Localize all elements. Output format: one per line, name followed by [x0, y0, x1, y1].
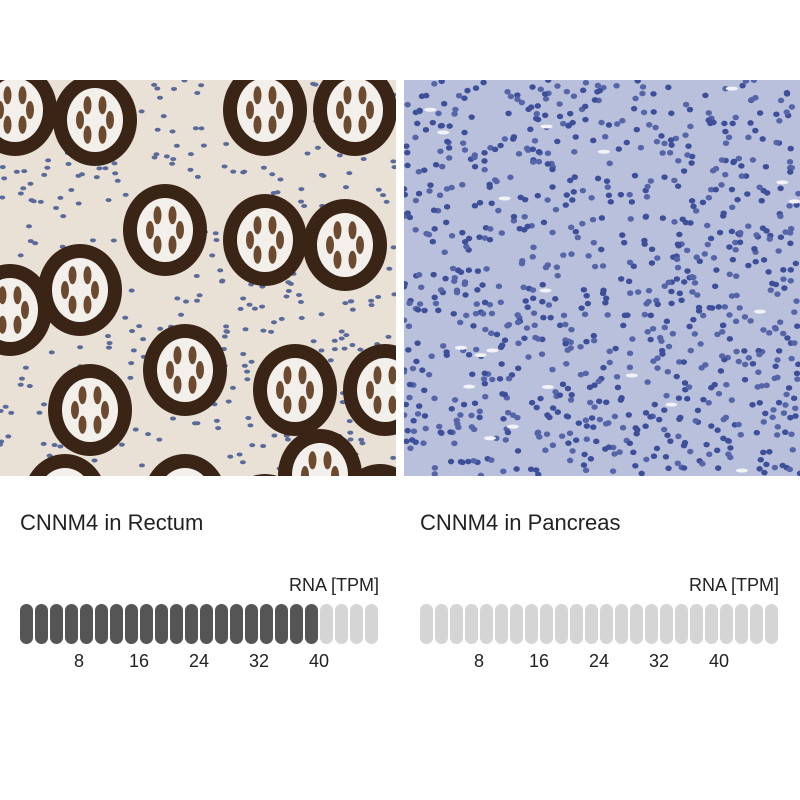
- rna-pill: [660, 604, 673, 644]
- rna-pill: [600, 604, 613, 644]
- rna-pill: [65, 604, 78, 644]
- rna-pill: [750, 604, 763, 644]
- rna-pill: [510, 604, 523, 644]
- rna-pill: [50, 604, 63, 644]
- rna-pill: [320, 604, 333, 644]
- rna-pill: [245, 604, 258, 644]
- rna-pill: [350, 604, 363, 644]
- rna-pill: [690, 604, 703, 644]
- rna-bar-pancreas: [420, 604, 778, 644]
- rna-pill: [200, 604, 213, 644]
- rna-pill: [630, 604, 643, 644]
- rna-pill: [260, 604, 273, 644]
- rna-pill: [35, 604, 48, 644]
- tick-label: 40: [708, 651, 730, 671]
- rna-pill: [20, 604, 33, 644]
- rna-pill: [305, 604, 318, 644]
- tick-label: 8: [473, 651, 485, 671]
- rna-pill: [585, 604, 598, 644]
- rna-pill: [80, 604, 93, 644]
- rna-pill: [95, 604, 108, 644]
- rna-pill: [435, 604, 448, 644]
- rna-pill: [675, 604, 688, 644]
- rna-pill: [615, 604, 628, 644]
- tick-label: 8: [73, 651, 85, 671]
- panel-title-rectum: CNNM4 in Rectum: [20, 510, 204, 535]
- rna-pill: [420, 604, 433, 644]
- rna-pill: [705, 604, 718, 644]
- rna-pill: [735, 604, 748, 644]
- rna-pill: [275, 604, 288, 644]
- rna-pill: [555, 604, 568, 644]
- rna-pill: [720, 604, 733, 644]
- rna-pill: [765, 604, 778, 644]
- rna-pill: [480, 604, 493, 644]
- tick-label: 40: [308, 651, 330, 671]
- tick-label: 24: [588, 651, 610, 671]
- tick-label: 24: [188, 651, 210, 671]
- rna-pill: [645, 604, 658, 644]
- rna-pill: [525, 604, 538, 644]
- rna-pill: [230, 604, 243, 644]
- rna-pill: [570, 604, 583, 644]
- rna-pill: [155, 604, 168, 644]
- tick-label: 32: [648, 651, 670, 671]
- tick-label: 16: [128, 651, 150, 671]
- rna-pill: [140, 604, 153, 644]
- rna-pill: [185, 604, 198, 644]
- rna-bar-rectum: [20, 604, 378, 644]
- rna-pill: [495, 604, 508, 644]
- rna-pill: [465, 604, 478, 644]
- rna-pill: [450, 604, 463, 644]
- rna-pill: [215, 604, 228, 644]
- pancreas-tissue-image: [404, 80, 800, 476]
- rna-pill: [540, 604, 553, 644]
- rectum-tissue-image: [0, 80, 396, 476]
- tick-label: 16: [528, 651, 550, 671]
- rna-pill: [170, 604, 183, 644]
- panel-title-pancreas: CNNM4 in Pancreas: [420, 510, 621, 535]
- unit-label-pancreas: RNA [TPM]: [688, 575, 779, 595]
- rna-pill: [290, 604, 303, 644]
- rna-pill: [110, 604, 123, 644]
- rna-pill: [125, 604, 138, 644]
- tick-label: 32: [248, 651, 270, 671]
- rna-pill: [335, 604, 348, 644]
- unit-label-rectum: RNA [TPM]: [288, 575, 379, 595]
- rna-pill: [365, 604, 378, 644]
